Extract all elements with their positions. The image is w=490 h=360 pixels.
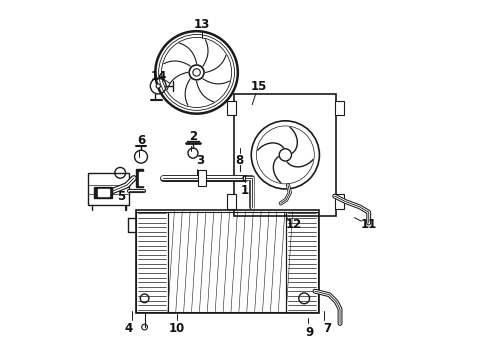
Text: 14: 14 (151, 69, 167, 82)
Bar (136, 212, 168, 312)
Polygon shape (136, 169, 143, 187)
Text: 3: 3 (196, 154, 204, 167)
Bar (335, 101, 343, 116)
Text: 12: 12 (285, 218, 301, 231)
Bar (227, 194, 236, 209)
Polygon shape (139, 172, 147, 185)
Polygon shape (98, 189, 109, 196)
Text: 7: 7 (323, 322, 332, 335)
Circle shape (156, 84, 160, 88)
Text: 5: 5 (117, 190, 125, 203)
Bar (286, 212, 318, 312)
Circle shape (279, 149, 292, 161)
Text: 1: 1 (241, 184, 249, 197)
Bar (234, 94, 337, 216)
Text: 8: 8 (236, 154, 244, 167)
Circle shape (135, 150, 147, 163)
Bar (88, 173, 129, 205)
Text: 11: 11 (361, 218, 377, 231)
Text: 13: 13 (194, 18, 210, 31)
Text: 2: 2 (189, 130, 197, 144)
Bar (168, 212, 286, 312)
Bar (136, 211, 318, 313)
Bar (197, 170, 206, 186)
Bar (227, 101, 236, 116)
Bar (335, 194, 343, 209)
Text: 4: 4 (124, 322, 133, 335)
Text: 15: 15 (251, 80, 268, 93)
Circle shape (189, 65, 204, 80)
Text: 9: 9 (305, 326, 314, 339)
Text: 10: 10 (169, 322, 185, 335)
Text: 6: 6 (137, 134, 145, 147)
Polygon shape (95, 187, 112, 198)
